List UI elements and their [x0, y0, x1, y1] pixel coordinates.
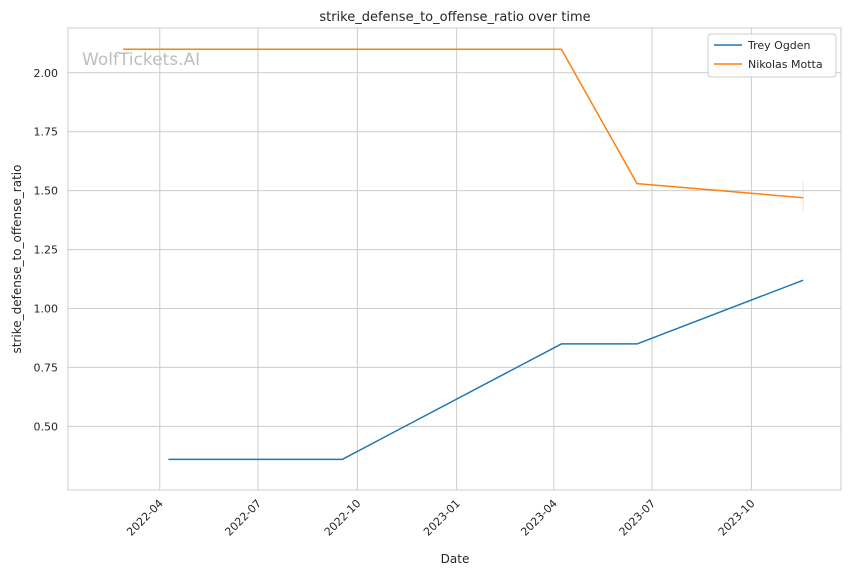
- x-tick-label: 2022-07: [222, 497, 264, 539]
- y-tick-label: 1.00: [34, 303, 59, 316]
- series-line-1: [123, 48, 804, 199]
- x-tick-label: 2022-10: [322, 497, 364, 539]
- series-lines: [123, 48, 804, 461]
- x-axis-label: Date: [441, 552, 470, 566]
- series-line-0: [168, 279, 804, 461]
- grid-lines: [68, 28, 841, 490]
- x-tick-labels: 2022-04 2022-07 2022-10 2023-01 2023-04 2023-…: [124, 497, 757, 539]
- x-tick-label: 2023-07: [616, 497, 658, 539]
- y-tick-label: 0.50: [34, 420, 59, 433]
- plot-frame: [67, 27, 842, 491]
- y-tick-label: 0.75: [34, 361, 59, 374]
- y-tick-labels: 0.50 0.75 1.00 1.25 1.50 1.75 2.00: [34, 67, 59, 434]
- y-tick-label: 2.00: [34, 67, 59, 80]
- y-tick-label: 1.50: [34, 185, 59, 198]
- watermark: WolfTickets.AI: [82, 50, 200, 70]
- legend-label: Nikolas Motta: [748, 58, 823, 71]
- legend: Trey Ogden Nikolas Motta: [707, 33, 837, 78]
- x-tick-label: 2023-01: [421, 497, 463, 539]
- y-axis-label: strike_defense_to_offense_ratio: [10, 165, 24, 354]
- y-tick-label: 1.75: [34, 126, 59, 139]
- y-tick-label: 1.25: [34, 244, 59, 257]
- x-tick-label: 2022-04: [124, 497, 166, 539]
- chart-title: strike_defense_to_offense_ratio over tim…: [319, 10, 590, 25]
- legend-label: Trey Ogden: [747, 39, 811, 52]
- x-tick-label: 2023-04: [518, 497, 560, 539]
- x-tick-label: 2023-10: [716, 497, 758, 539]
